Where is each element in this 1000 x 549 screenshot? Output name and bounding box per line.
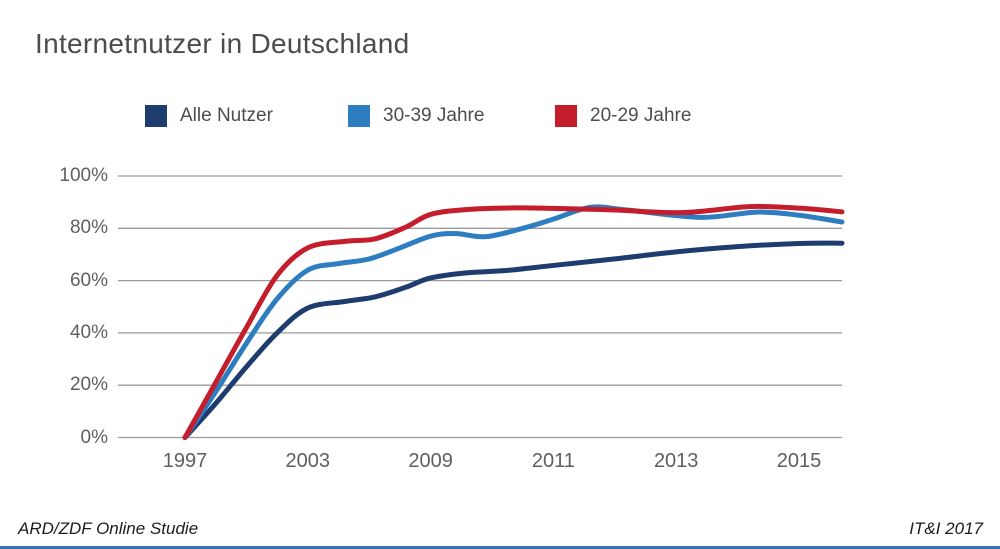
legend-swatch-icon xyxy=(145,105,167,127)
x-tick-label: 1997 xyxy=(162,450,208,472)
legend-label: 30-39 Jahre xyxy=(383,105,485,126)
y-tick-label: 100% xyxy=(59,165,108,186)
legend-item-20-29-jahre: 20-29 Jahre xyxy=(555,105,691,127)
series-line-30-39-jahre xyxy=(182,204,845,440)
page-title: Internetnutzer in Deutschland xyxy=(35,28,410,59)
x-tick-label: 2011 xyxy=(531,450,575,472)
x-tick-label: 2003 xyxy=(285,450,331,472)
y-tick-label: 60% xyxy=(69,269,108,291)
legend-item-30-39-jahre: 30-39 Jahre xyxy=(348,105,484,127)
x-tick-label: 2015 xyxy=(776,450,822,472)
y-tick-label: 40% xyxy=(69,321,108,343)
legend-label: Alle Nutzer xyxy=(180,105,273,126)
series-line-alle-nutzer xyxy=(182,240,845,440)
legend-swatch-icon xyxy=(348,105,370,127)
x-tick-label: 2013 xyxy=(653,450,699,472)
credit-note: IT&I 2017 xyxy=(909,519,983,538)
footer-accent-bar xyxy=(0,546,1000,549)
y-tick-label: 80% xyxy=(69,217,108,239)
x-tick-label: 2009 xyxy=(408,450,453,472)
source-note: ARD/ZDF Online Studie xyxy=(18,519,199,538)
legend-item-alle-nutzer: Alle Nutzer xyxy=(145,105,273,127)
series-line-20-29-jahre xyxy=(182,203,845,440)
y-tick-label: 20% xyxy=(69,374,108,396)
y-tick-label: 0% xyxy=(80,426,108,448)
legend-label: 20-29 Jahre xyxy=(590,105,692,126)
legend-swatch-icon xyxy=(555,105,577,127)
